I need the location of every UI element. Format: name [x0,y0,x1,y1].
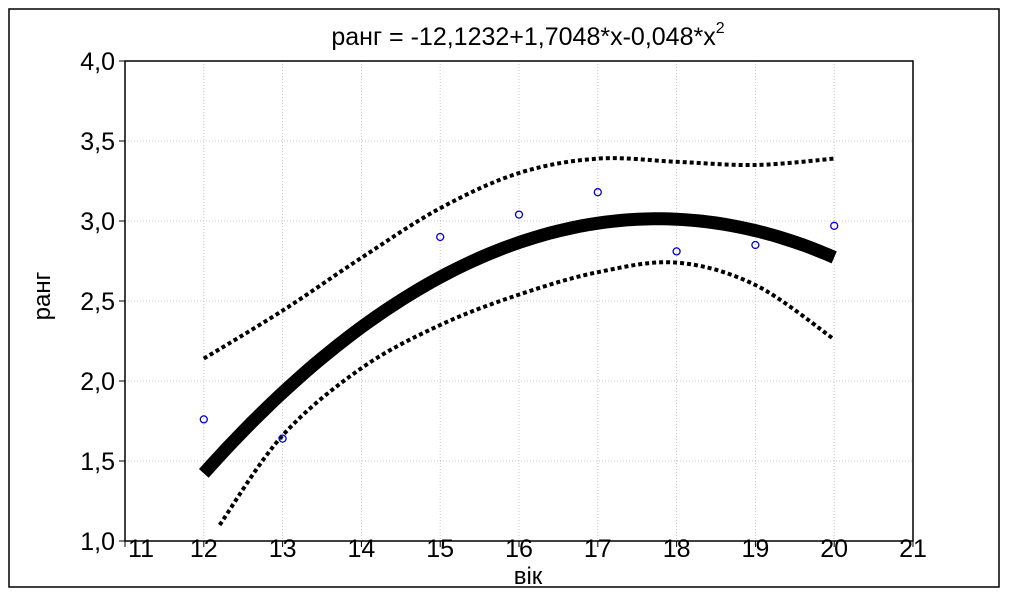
y-axis-ticks: 1,0 1,5 2,0 2,5 3,0 3,5 4,0 [80,48,125,556]
chart-title: ранг = -12,1232+1,7048*x-0,048*x2 [331,20,724,51]
x-tick-label: 16 [505,535,533,563]
y-tick-label: 3,5 [80,128,115,156]
data-point [514,210,524,219]
x-tick-label: 11 [128,535,154,563]
x-tick-label: 13 [269,535,297,563]
data-point [278,434,287,443]
x-tick-label: 21 [899,535,927,563]
upper-confidence-curve [202,156,835,361]
y-tick-label: 3,0 [80,208,115,236]
x-tick-label: 17 [584,535,612,563]
data-point [830,221,839,230]
y-tick-label: 2,0 [80,368,115,396]
data-point [199,415,208,424]
data-point [672,247,681,256]
x-axis-ticks: 11 12 13 14 15 16 17 18 19 20 21 [124,535,927,563]
x-tick-label: 20 [820,535,848,563]
y-tick-label: 1,5 [80,448,115,476]
x-tick-label: 15 [426,535,454,563]
data-point [593,188,602,197]
data-point [436,232,445,242]
y-axis-label: ранг [29,271,56,320]
x-tick-label: 14 [347,535,375,563]
grid [125,61,913,541]
fit-curve [198,212,837,478]
lower-confidence-curve [217,260,836,527]
data-points [199,188,839,443]
confidence-bands [202,156,836,527]
x-tick-label: 18 [663,535,691,563]
y-tick-label: 1,0 [80,528,115,556]
x-tick-label: 19 [741,535,769,563]
outer-frame [8,8,1000,588]
data-point [751,240,760,250]
y-tick-label: 4,0 [80,48,115,76]
y-tick-label: 2,5 [80,288,115,316]
x-tick-label: 12 [190,535,218,563]
chart-title-superscript: 2 [716,20,725,37]
fit-curve-group [198,212,837,478]
chart-title-text: ранг = -12,1232+1,7048*x-0,048*x [331,23,716,51]
x-axis-label: вік [514,563,543,590]
